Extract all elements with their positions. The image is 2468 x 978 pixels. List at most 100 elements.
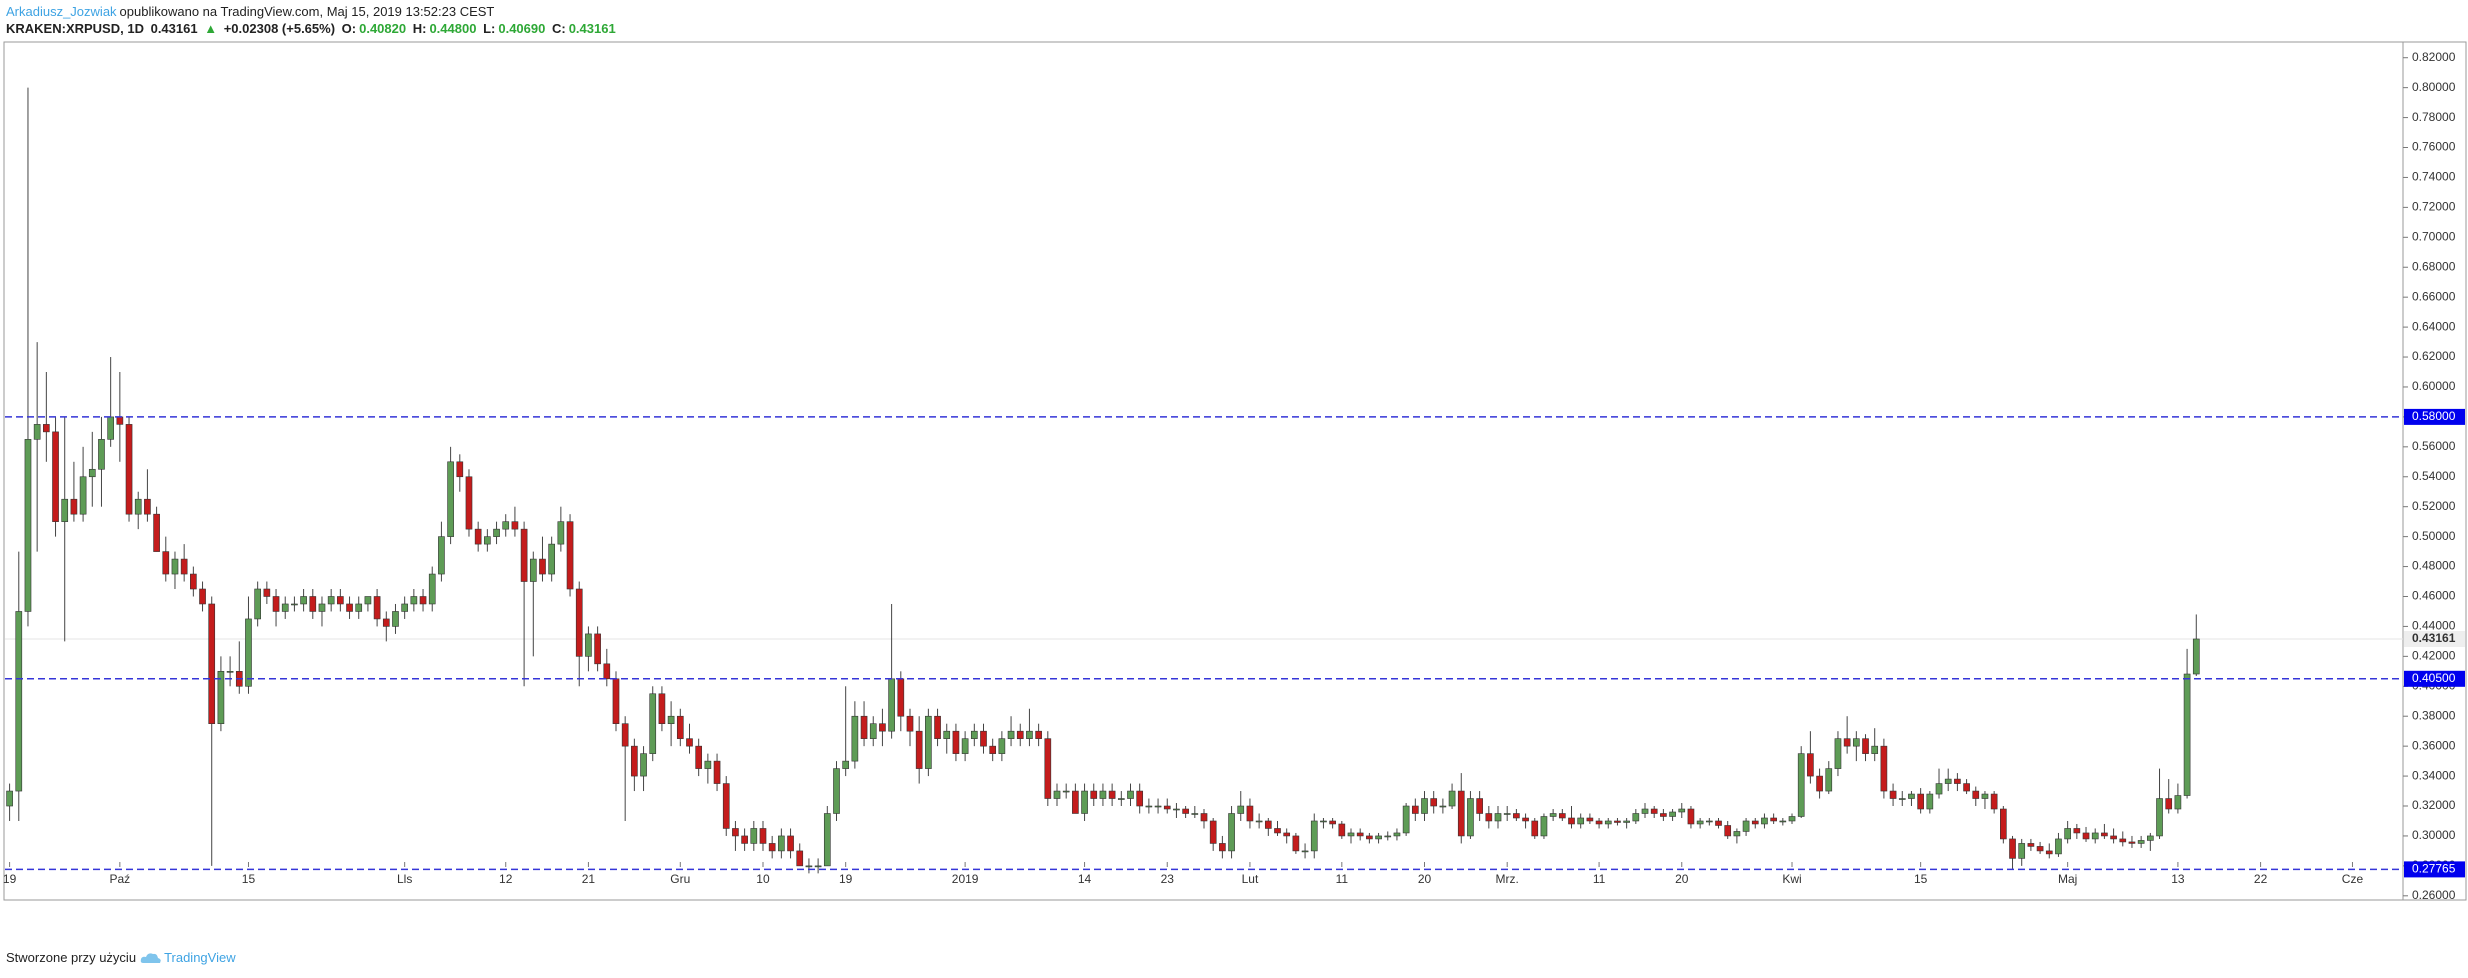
candle-body (778, 835, 785, 852)
y-tick-label: 0.80000 (2412, 80, 2456, 94)
x-tick-label: Mrz. (1496, 872, 1519, 886)
publish-info: Arkadiusz_Jozwiak opublikowano na Trading… (6, 4, 497, 19)
candle-body (1016, 730, 1024, 739)
candle-body (2192, 638, 2200, 675)
candle-body (2045, 850, 2053, 855)
candle-body (566, 521, 574, 590)
candle-body (1733, 831, 1741, 837)
candle-body (125, 424, 133, 515)
l-value: 0.40690 (498, 21, 546, 36)
y-tick-label: 0.46000 (2412, 589, 2456, 603)
candle-body (1163, 805, 1171, 810)
candle-body (1246, 805, 1254, 822)
candle-body (1889, 790, 1897, 799)
y-tick-label: 0.64000 (2412, 319, 2456, 333)
candle-body (2064, 828, 2071, 840)
candle-body (33, 424, 41, 440)
candle-body (493, 528, 500, 537)
candle-body (382, 618, 390, 627)
candle-body (2027, 843, 2035, 847)
candle-body (1604, 820, 1612, 825)
y-tick-label: 0.32000 (2412, 798, 2456, 812)
candle-body (511, 521, 519, 530)
x-tick-label: 10 (756, 872, 770, 886)
y-tick-label: 0.34000 (2412, 768, 2456, 782)
candle-body (585, 633, 592, 657)
candle-body (1761, 817, 1768, 825)
change: +0.02308 (+5.65%) (223, 21, 336, 36)
candle-body (1310, 820, 1318, 852)
candle-body (447, 461, 454, 537)
x-tick-label: 11 (1336, 872, 1349, 886)
candle-body (2018, 843, 2026, 859)
x-tick-label: 13 (2171, 872, 2185, 886)
x-tick-label: Gru (670, 872, 690, 886)
candle-body (695, 745, 703, 769)
candle-body (1825, 768, 1833, 792)
candle-body (1329, 820, 1336, 825)
candle-body (1549, 813, 1557, 817)
y-tick-label: 0.70000 (2412, 229, 2456, 243)
candle-body (557, 521, 565, 545)
candle-body (291, 603, 298, 606)
candle-body (1062, 790, 1070, 793)
logo (140, 952, 161, 963)
candle-body (456, 461, 464, 478)
candle-body (667, 715, 675, 725)
candle-body (1467, 798, 1474, 837)
candle-body (190, 573, 197, 590)
candle-body (272, 596, 280, 612)
candle-body (621, 723, 629, 747)
x-tick-label: 20 (1418, 872, 1432, 886)
candle-body (1954, 778, 1961, 784)
candle-body (943, 730, 951, 739)
footer-brand[interactable]: TradingView (164, 950, 236, 965)
candle-body (1568, 817, 1575, 825)
candle-body (2055, 838, 2062, 855)
candle-body (1173, 808, 1180, 811)
candle-body (2183, 673, 2191, 796)
candle-body (1494, 813, 1502, 822)
candle-body (1862, 738, 1869, 754)
author-link[interactable]: Arkadiusz_Jozwiak (6, 4, 117, 19)
candle-body (851, 715, 859, 762)
y-tick-label: 0.52000 (2412, 499, 2456, 513)
candle-body (1145, 805, 1153, 808)
y-tick-label: 0.60000 (2412, 379, 2456, 393)
candle-body (419, 596, 427, 605)
candle-body (438, 536, 445, 575)
h-label: H: (412, 21, 427, 36)
y-tick-label: 0.72000 (2412, 200, 2456, 214)
candle-body (1898, 798, 1906, 800)
candle-body (484, 536, 491, 545)
candle-body (1356, 832, 1364, 837)
y-tick-label: 0.38000 (2412, 708, 2456, 722)
candle-body (373, 596, 381, 620)
candle-body (1660, 813, 1667, 817)
candle-body (1990, 793, 1998, 810)
candle-body (1108, 790, 1116, 799)
candle-body (1705, 820, 1713, 823)
candle-body (1283, 832, 1291, 837)
candle-body (879, 723, 886, 732)
candle-body (52, 431, 59, 522)
level-label: 0.27765 (2412, 862, 2456, 876)
candle-body (704, 760, 712, 769)
candle-body (897, 678, 905, 717)
level-box (2404, 670, 2465, 687)
candle-body (263, 588, 271, 597)
candle-body (392, 611, 399, 627)
candle-body (1715, 820, 1722, 826)
l-label: L: (483, 21, 496, 36)
candle-body (1117, 798, 1125, 800)
candle-body (1522, 817, 1529, 822)
candle-body (805, 865, 813, 868)
y-tick-label: 0.74000 (2412, 170, 2456, 184)
x-tick-label: 19 (3, 872, 17, 886)
y-tick-label: 0.48000 (2412, 559, 2456, 573)
y-tick-label: 0.26000 (2412, 888, 2456, 902)
candle-body (1797, 753, 1805, 817)
candle-body (1421, 798, 1428, 814)
candle-body (2036, 846, 2044, 852)
